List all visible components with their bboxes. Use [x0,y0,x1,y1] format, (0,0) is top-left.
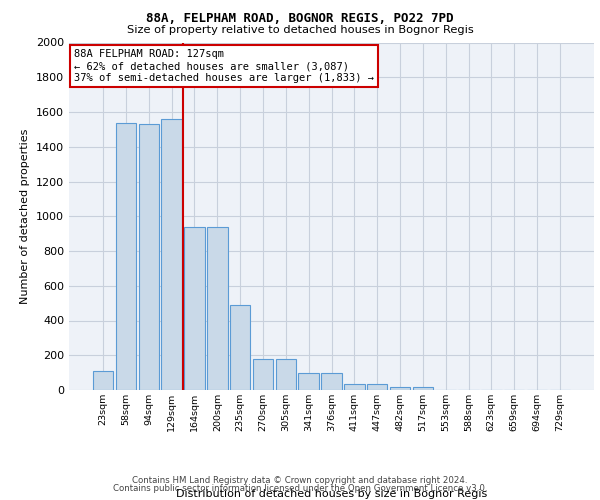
Bar [93,371,113,390]
Bar [207,226,227,390]
Bar [344,384,365,390]
Bar [230,305,250,390]
Bar [413,388,433,390]
Bar [184,226,205,390]
Bar [298,372,319,390]
Bar [390,386,410,390]
Text: 88A, FELPHAM ROAD, BOGNOR REGIS, PO22 7PD: 88A, FELPHAM ROAD, BOGNOR REGIS, PO22 7P… [146,12,454,26]
Bar [321,372,342,390]
Bar [161,119,182,390]
Text: Size of property relative to detached houses in Bognor Regis: Size of property relative to detached ho… [127,25,473,35]
Text: Contains HM Land Registry data © Crown copyright and database right 2024.: Contains HM Land Registry data © Crown c… [132,476,468,485]
Bar [253,358,273,390]
Y-axis label: Number of detached properties: Number of detached properties [20,128,31,304]
X-axis label: Distribution of detached houses by size in Bognor Regis: Distribution of detached houses by size … [176,490,487,500]
Bar [139,124,159,390]
Bar [275,358,296,390]
Text: Contains public sector information licensed under the Open Government Licence v3: Contains public sector information licen… [113,484,487,493]
Bar [367,384,388,390]
Bar [116,124,136,390]
Text: 88A FELPHAM ROAD: 127sqm
← 62% of detached houses are smaller (3,087)
37% of sem: 88A FELPHAM ROAD: 127sqm ← 62% of detach… [74,50,374,82]
